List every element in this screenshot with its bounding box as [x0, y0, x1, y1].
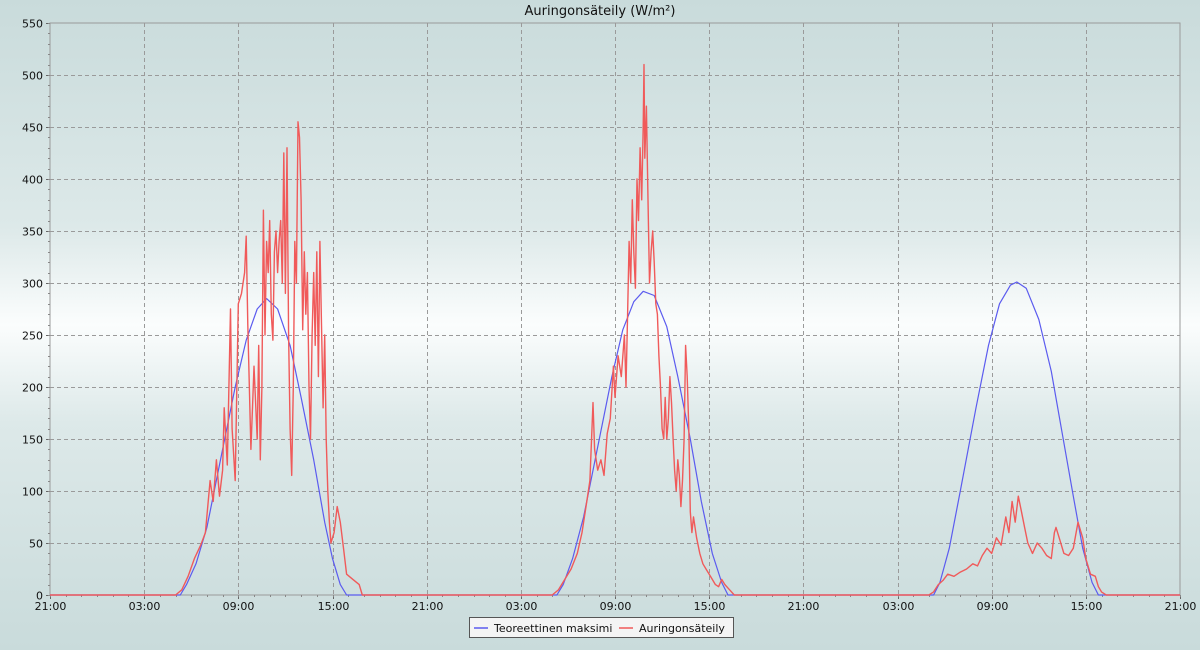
legend-label: Teoreettinen maksimi — [493, 622, 612, 635]
y-tick-label: 150 — [22, 434, 43, 447]
x-tick-label: 15:00 — [694, 600, 726, 613]
x-tick-label: 03:00 — [883, 600, 915, 613]
legend: Teoreettinen maksimi Auringonsäteily — [469, 617, 734, 638]
y-tick-label: 0 — [36, 590, 43, 603]
x-tick-label: 15:00 — [318, 600, 350, 613]
chart-title: Auringonsäteily (W/m²) — [525, 4, 676, 19]
series-line-auringonsateily — [50, 63, 1180, 596]
y-tick-label: 200 — [22, 382, 43, 395]
y-tick-label: 50 — [29, 538, 43, 551]
y-tick-label: 250 — [22, 330, 43, 343]
legend-label: Auringonsäteily — [639, 622, 725, 635]
series-layer — [50, 63, 1180, 596]
axes: 0 50 100 150 200 250 300 350 400 450 500 550 21:00 03… — [22, 18, 1196, 614]
x-tick-label: 03:00 — [129, 600, 161, 613]
x-tick-label: 21:00 — [35, 600, 67, 613]
legend-box — [469, 617, 734, 638]
x-tick-label: 21:00 — [1165, 600, 1197, 613]
y-tick-label: 500 — [22, 70, 43, 83]
x-tick-label: 15:00 — [1071, 600, 1103, 613]
x-tick-label: 09:00 — [600, 600, 632, 613]
x-tick-label: 09:00 — [977, 600, 1009, 613]
x-tick-label: 09:00 — [223, 600, 255, 613]
grid — [50, 23, 1180, 595]
y-tick-label: 300 — [22, 278, 43, 291]
x-tick-label: 21:00 — [788, 600, 820, 613]
y-tick-label: 100 — [22, 486, 43, 499]
y-tick-label: 550 — [22, 18, 43, 31]
y-tick-label: 400 — [22, 174, 43, 187]
x-tick-label: 03:00 — [506, 600, 538, 613]
x-tick-label: 21:00 — [412, 600, 444, 613]
y-tick-label: 350 — [22, 226, 43, 239]
y-tick-label: 450 — [22, 122, 43, 135]
series-line-teoreettinen-maksimi — [50, 281, 1180, 596]
